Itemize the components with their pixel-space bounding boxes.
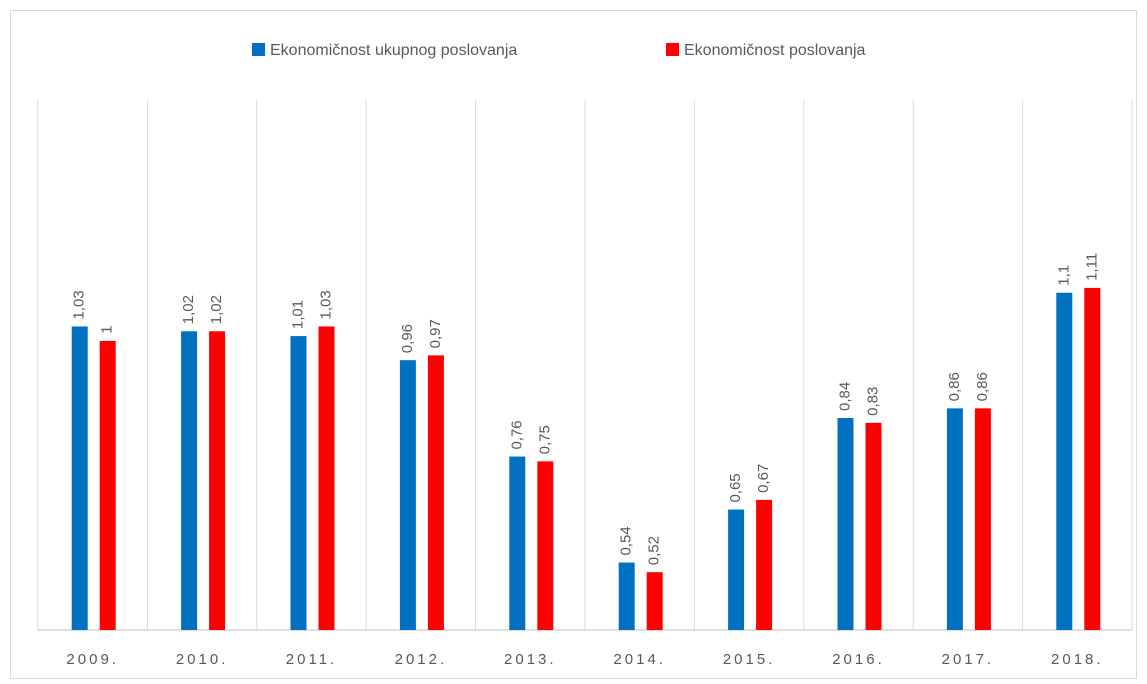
data-label: 0,86 xyxy=(946,372,963,401)
data-label: 0,84 xyxy=(836,382,853,411)
data-label: 1,03 xyxy=(71,290,88,319)
x-tick-label: 2009. xyxy=(66,651,119,668)
data-label: 0,76 xyxy=(508,420,525,449)
data-label: 0,54 xyxy=(618,526,635,555)
data-label: 0,86 xyxy=(974,372,991,401)
x-tick-label: 2010. xyxy=(176,651,229,668)
bar xyxy=(946,408,963,630)
x-tick-label: 2016. xyxy=(832,651,885,668)
bar xyxy=(728,509,745,630)
legend-swatch xyxy=(252,43,265,56)
data-label: 0,75 xyxy=(536,425,553,454)
bar xyxy=(1056,292,1073,630)
bar xyxy=(509,456,526,630)
bar xyxy=(974,408,991,630)
data-label: 0,97 xyxy=(427,319,444,348)
bar xyxy=(399,360,416,630)
legend-label: Ekonomičnost ukupnog poslovanja xyxy=(270,42,517,59)
data-label: 0,83 xyxy=(864,387,881,416)
bar xyxy=(290,336,307,630)
x-tick-label: 2018. xyxy=(1051,651,1104,668)
x-tick-label: 2017. xyxy=(942,651,995,668)
data-label: 0,67 xyxy=(755,464,772,493)
x-tick-label: 2013. xyxy=(504,651,557,668)
data-label: 1,11 xyxy=(1083,253,1100,281)
chart-border xyxy=(10,10,1137,679)
bar xyxy=(618,562,635,630)
bar xyxy=(537,461,554,630)
bar xyxy=(865,422,882,630)
bar xyxy=(318,326,335,630)
data-label: 1,01 xyxy=(289,300,306,329)
bar xyxy=(99,340,116,630)
data-label: 0,52 xyxy=(646,536,663,565)
data-label: 1,02 xyxy=(208,295,225,324)
data-label: 0,96 xyxy=(399,324,416,353)
bar xyxy=(1084,287,1101,630)
data-label: 1,1 xyxy=(1055,265,1072,286)
bar xyxy=(646,572,663,630)
bar xyxy=(427,355,444,630)
x-tick-label: 2015. xyxy=(723,651,776,668)
bar xyxy=(209,331,226,630)
x-tick-label: 2012. xyxy=(395,651,448,668)
data-label: 0,65 xyxy=(727,473,744,502)
bar xyxy=(756,499,773,630)
data-label: 1 xyxy=(99,326,116,334)
data-label: 1,02 xyxy=(180,295,197,324)
data-label: 1,03 xyxy=(317,290,334,319)
legend-swatch xyxy=(666,43,679,56)
bar xyxy=(71,326,88,630)
bar xyxy=(837,418,854,630)
legend-label: Ekonomičnost poslovanja xyxy=(684,42,866,59)
x-tick-label: 2014. xyxy=(613,651,666,668)
bar xyxy=(181,331,198,630)
x-tick-label: 2011. xyxy=(286,651,337,668)
